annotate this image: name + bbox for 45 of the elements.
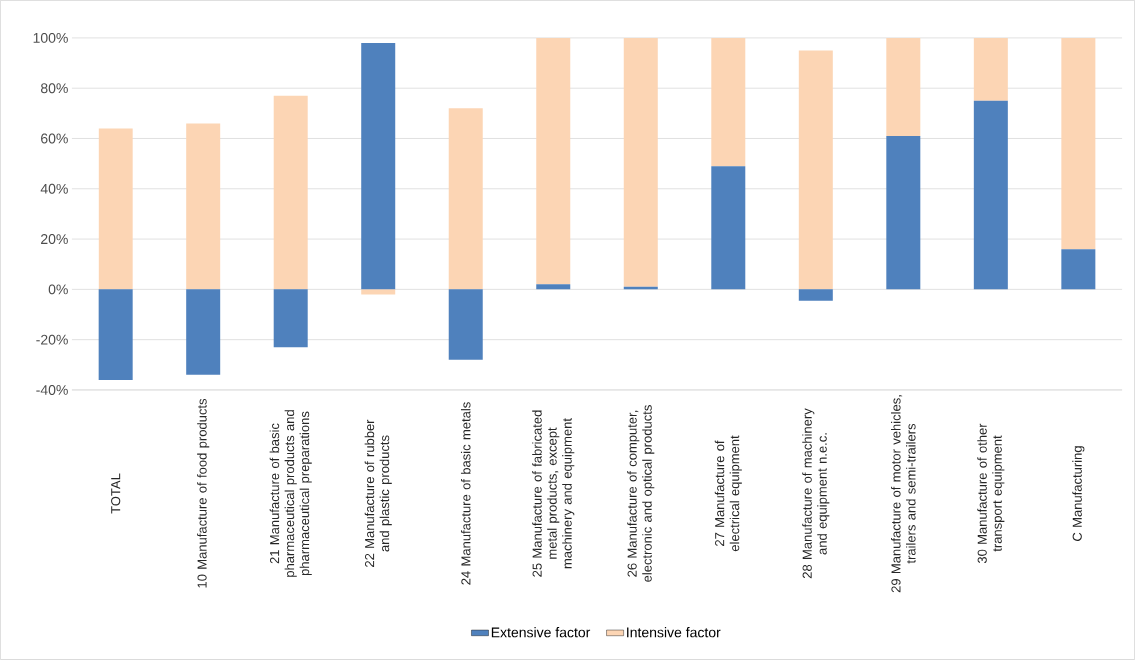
bar xyxy=(98,289,133,380)
legend-label: Intensive factor xyxy=(627,627,721,638)
x-tick-label: 30 Manufacture of other transport equipment xyxy=(977,423,1005,564)
x-tick-label: 25 Manufacture of fabricated metal products, except machinery and equipment xyxy=(532,410,575,577)
x-tick-label: C Manufacturing xyxy=(1072,446,1085,541)
bar xyxy=(273,95,308,290)
y-tick-label: -40% xyxy=(36,385,68,395)
bar xyxy=(973,100,1008,290)
y-tick-label: 60% xyxy=(41,133,68,144)
bar xyxy=(536,37,571,285)
bar xyxy=(98,128,133,290)
bar xyxy=(1061,37,1096,250)
y-tick-label: 20% xyxy=(41,234,68,245)
y-tick-label: 40% xyxy=(40,183,68,194)
bar xyxy=(886,37,921,137)
bar xyxy=(973,37,1008,101)
bar xyxy=(1061,249,1096,290)
x-tick-label: 10 Manufacture of food products xyxy=(197,399,210,588)
x-tick-label: 28 Manufacture of machinery and equipment n.e.c. xyxy=(802,408,830,579)
bar xyxy=(186,123,221,290)
legend-label: Extensive factor xyxy=(491,627,591,638)
bar xyxy=(623,37,658,287)
bar xyxy=(711,37,746,167)
bar xyxy=(186,289,221,375)
bar xyxy=(798,289,833,301)
bar xyxy=(448,108,483,290)
x-tick-label: 21 Manufacture of basic pharmaceutical products and pharmaceutical preparations xyxy=(269,410,312,577)
bar xyxy=(361,289,396,295)
bar xyxy=(886,136,921,290)
x-tick-label: 27 Manufacture of electrical equipment xyxy=(714,435,742,552)
x-tick-label: 26 Manufacture of computer, electronic and optical products xyxy=(627,405,655,582)
y-tick-label: -20% xyxy=(36,334,68,345)
y-tick-label: 100% xyxy=(33,32,68,43)
x-tick-label: 29 Manufacture of motor vehicles, trailers and semi-trailers xyxy=(891,395,916,593)
bar xyxy=(798,50,833,290)
bar xyxy=(536,284,571,290)
bar xyxy=(361,42,396,290)
y-tick-label: 0% xyxy=(48,284,68,295)
y-tick-label: 80% xyxy=(40,83,68,94)
bar xyxy=(448,289,483,360)
x-tick-label: 22 Manufacture of rubber and plastic products xyxy=(364,419,392,567)
x-tick-label: 24 Manufacture of basic metals xyxy=(460,402,471,585)
x-tick-label: TOTAL xyxy=(111,473,121,514)
bar xyxy=(711,166,746,290)
bar xyxy=(273,289,308,348)
